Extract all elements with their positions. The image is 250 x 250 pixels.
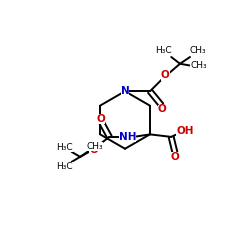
Text: O: O xyxy=(158,104,166,115)
Text: O: O xyxy=(161,70,170,81)
Text: O: O xyxy=(89,145,98,155)
Text: CH₃: CH₃ xyxy=(190,61,207,70)
Text: O: O xyxy=(170,152,179,162)
Text: CH₃: CH₃ xyxy=(87,142,104,151)
Text: OH: OH xyxy=(176,126,194,136)
Text: H₃C: H₃C xyxy=(56,143,73,152)
Text: H₃C: H₃C xyxy=(56,162,73,171)
Text: O: O xyxy=(96,114,105,124)
Text: NH: NH xyxy=(119,132,136,142)
Text: H₃C: H₃C xyxy=(156,46,172,55)
Text: CH₃: CH₃ xyxy=(189,46,206,55)
Text: N: N xyxy=(120,86,130,96)
